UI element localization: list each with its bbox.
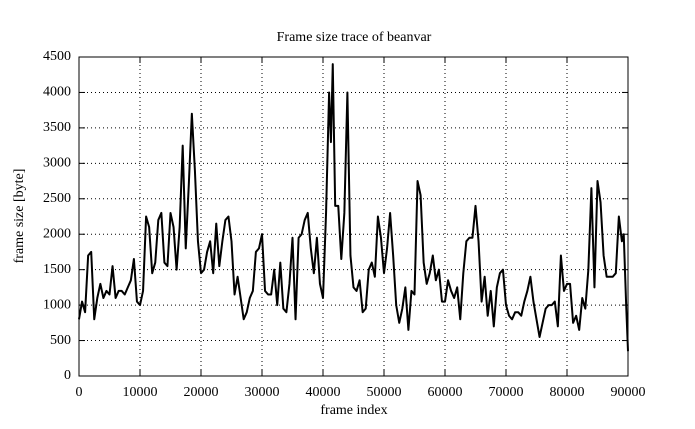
x-tick-label: 30000 (245, 385, 280, 400)
line-series (78, 63, 629, 352)
y-tick-label: 0 (64, 368, 71, 383)
x-tick-label: 50000 (367, 385, 402, 400)
x-tick-label: 60000 (428, 385, 463, 400)
y-tick-label: 4500 (43, 49, 71, 64)
x-tick-label: 70000 (489, 385, 524, 400)
y-tick-label: 2500 (43, 191, 71, 206)
x-tick-label: 80000 (550, 385, 585, 400)
x-tick-label: 10000 (123, 385, 158, 400)
y-axis-label: frame size [byte] (12, 169, 27, 264)
x-tick-label: 20000 (184, 385, 219, 400)
x-tick-label: 40000 (306, 385, 341, 400)
y-tick-label: 3000 (43, 156, 71, 171)
y-tick-label: 3500 (43, 120, 71, 135)
y-tick-label: 2000 (43, 226, 71, 241)
y-tick-label: 4000 (43, 85, 71, 100)
y-tick-label: 1500 (43, 262, 71, 277)
x-tick-label: 0 (76, 385, 83, 400)
x-axis-label: frame index (320, 403, 387, 418)
plot-frame (78, 56, 629, 377)
chart-title: Frame size trace of beanvar (277, 30, 432, 45)
y-tick-label: 500 (50, 333, 71, 348)
y-tick-label: 1000 (43, 297, 71, 312)
x-tick-label: 90000 (611, 385, 646, 400)
